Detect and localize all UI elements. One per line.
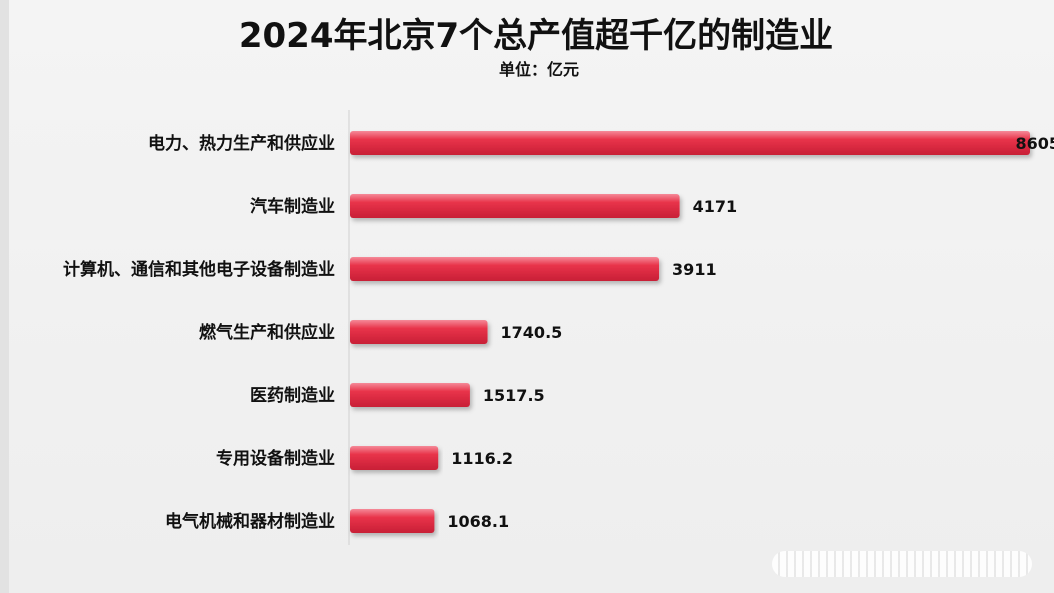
value-label: 1740.5 [501, 323, 563, 342]
bar [350, 383, 470, 407]
value-label: 1068.1 [447, 512, 509, 531]
category-label: 专用设备制造业 [216, 448, 335, 469]
bar [350, 194, 680, 218]
bar [350, 446, 439, 470]
value-label: 8605 [1015, 134, 1054, 153]
bar [350, 131, 1030, 155]
value-label: 3911 [672, 260, 717, 279]
category-label: 电气机械和器材制造业 [165, 511, 335, 532]
category-label: 计算机、通信和其他电子设备制造业 [63, 259, 335, 280]
bar [350, 320, 488, 344]
bar-chart-plot: 电力、热力生产和供应业 8605 汽车制造业 4171 计算机、通信和其他电子设备制造业… [63, 110, 1054, 545]
value-label: 4171 [693, 197, 738, 216]
bar [350, 257, 660, 281]
bar [350, 509, 435, 533]
chart-title: 2024年北京7个总产值超千亿的制造业 [238, 16, 834, 56]
watermark-decoration [772, 551, 1032, 577]
chart-subtitle: 单位：亿元 [498, 60, 579, 79]
value-label: 1517.5 [483, 386, 545, 405]
category-label: 医药制造业 [250, 385, 335, 406]
category-label: 燃气生产和供应业 [199, 322, 335, 343]
category-label: 电力、热力生产和供应业 [148, 133, 335, 154]
value-label: 1116.2 [451, 449, 513, 468]
category-label: 汽车制造业 [250, 196, 335, 217]
